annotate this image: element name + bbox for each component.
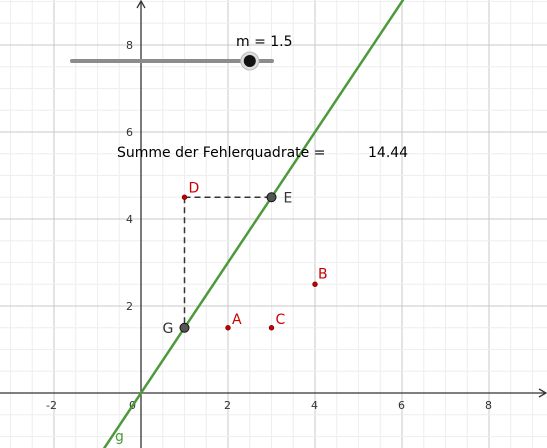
- point-label-a: A: [232, 312, 242, 328]
- y-tick-label: 8: [126, 39, 133, 52]
- point-label-c: C: [276, 312, 286, 328]
- y-tick-label: 2: [126, 300, 133, 313]
- x-tick-label: -2: [46, 399, 57, 412]
- y-axis-arrow: [136, 0, 146, 9]
- y-tick-label: 4: [126, 213, 133, 226]
- sum-of-squares-label: Summe der Fehlerquadrate =: [117, 145, 325, 161]
- x-tick-label: 6: [398, 399, 405, 412]
- x-tick-label: 2: [224, 399, 231, 412]
- point-c[interactable]: [268, 325, 275, 331]
- line-g[interactable]: g: [98, 0, 407, 448]
- slider-label: m = 1.5: [236, 34, 293, 50]
- residual-dashed-lines: [183, 196, 272, 328]
- sum-of-squares-value: 14.44: [368, 145, 408, 161]
- point-label-b: B: [318, 266, 328, 282]
- point-label-e: E: [284, 190, 293, 206]
- y-tick-label: 6: [126, 126, 133, 139]
- line-g-label: g: [115, 429, 124, 445]
- slider-m[interactable]: m = 1.5: [70, 34, 293, 71]
- point-e[interactable]: [266, 192, 277, 203]
- points[interactable]: A B C D E G: [163, 180, 328, 337]
- point-label-g: G: [163, 321, 174, 337]
- line-g-path[interactable]: [98, 0, 407, 448]
- x-tick-label: 8: [485, 399, 492, 412]
- point-b[interactable]: [312, 281, 318, 287]
- x-axis-arrow: [538, 388, 547, 398]
- slider-knob[interactable]: [243, 55, 256, 67]
- point-g[interactable]: [179, 322, 190, 333]
- point-a[interactable]: [225, 325, 231, 331]
- x-tick-label: 4: [311, 399, 318, 412]
- point-d[interactable]: [181, 194, 188, 200]
- tick-labels: -2024682468: [46, 39, 492, 412]
- point-label-d: D: [189, 180, 200, 196]
- ui-text: Summe der Fehlerquadrate = 14.44: [117, 145, 408, 161]
